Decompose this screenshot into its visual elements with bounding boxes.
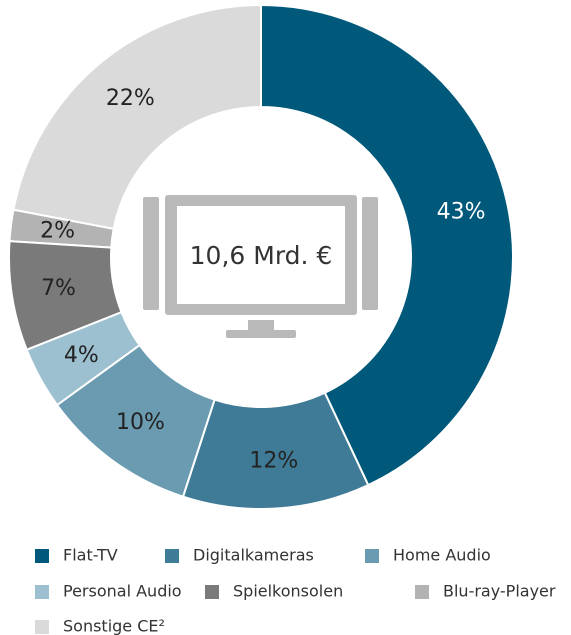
donut-segment (260, 3, 514, 487)
center-label: 10,6 Mrd. € (190, 241, 333, 270)
legend-swatch (165, 549, 179, 563)
legend-swatch (35, 549, 49, 563)
donut-segment (181, 391, 370, 510)
tv-icon (143, 195, 378, 338)
legend-swatch (365, 549, 379, 563)
value-label: 10% (116, 410, 165, 435)
legend-swatch (415, 585, 429, 599)
value-label: 12% (249, 449, 298, 474)
donut-segment (8, 208, 115, 249)
legend-label: Sonstige CE² (63, 617, 165, 635)
legend-label: Home Audio (393, 546, 491, 565)
value-label: 4% (64, 343, 99, 368)
legend-swatch (205, 585, 219, 599)
legend-label: Spielkonsolen (233, 582, 343, 601)
legend-label: Flat-TV (63, 546, 118, 565)
value-label: 2% (40, 218, 75, 243)
value-label: 43% (437, 199, 486, 224)
legend-label: Digitalkameras (193, 546, 314, 565)
value-label: 22% (106, 86, 155, 111)
legend-swatch (35, 620, 49, 634)
value-label: 7% (41, 276, 76, 301)
legend-label: Personal Audio (63, 582, 182, 601)
legend-label: Blu-ray-Player (443, 582, 556, 601)
donut-segment (12, 3, 262, 231)
legend-swatch (35, 585, 49, 599)
donut-segment (55, 343, 216, 498)
donut-segment (25, 310, 142, 407)
